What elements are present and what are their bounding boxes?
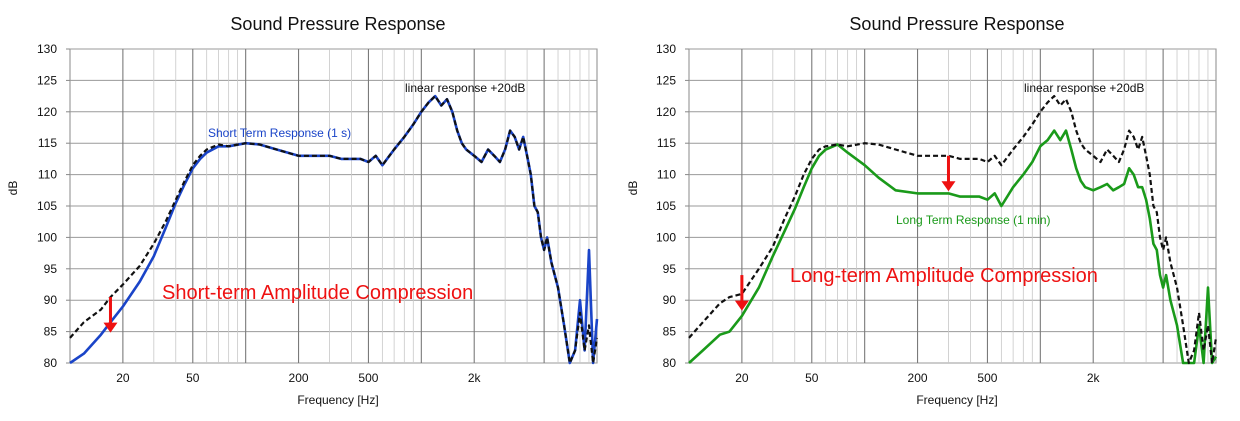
arrow-head bbox=[734, 300, 749, 311]
series-group bbox=[688, 95, 1218, 365]
x-tick-label: 500 bbox=[977, 371, 997, 385]
y-tick-label: 90 bbox=[44, 293, 58, 307]
arrow-head bbox=[941, 181, 956, 192]
series-line-long-term bbox=[688, 129, 1218, 365]
grid-lines bbox=[689, 48, 1216, 364]
y-tick-label: 110 bbox=[657, 168, 676, 182]
x-tick-label: 200 bbox=[908, 371, 928, 385]
y-tick-label: 90 bbox=[663, 293, 677, 307]
chart-short-term: Sound Pressure Response 80 85 90 95 100 105 11… bbox=[6, 14, 599, 407]
arrows-group bbox=[103, 297, 118, 333]
x-axis-ticks: 20 50 200 500 2k bbox=[735, 371, 1100, 385]
y-tick-label: 115 bbox=[657, 136, 676, 150]
series-group bbox=[69, 94, 599, 365]
x-axis-ticks: 20 50 200 500 2k bbox=[116, 371, 481, 385]
y-axis-ticks: 80 85 90 95 100 105 110 115 120 125 130 bbox=[656, 42, 689, 370]
annotation-linear-response: linear response +20dB bbox=[1024, 81, 1144, 95]
x-tick-label: 2k bbox=[468, 371, 482, 385]
grid-lines bbox=[70, 48, 597, 364]
x-tick-label: 50 bbox=[186, 371, 200, 385]
annotation-long-term-response: Long Term Response (1 min) bbox=[896, 213, 1051, 227]
annotation-short-term-response: Short Term Response (1 s) bbox=[208, 126, 351, 140]
x-tick-label: 200 bbox=[289, 371, 309, 385]
y-tick-label: 100 bbox=[656, 230, 676, 244]
x-axis-label: Frequency [Hz] bbox=[916, 393, 997, 407]
y-tick-label: 125 bbox=[37, 73, 57, 87]
x-tick-label: 20 bbox=[735, 371, 749, 385]
y-tick-label: 120 bbox=[37, 105, 57, 119]
y-tick-label: 120 bbox=[656, 105, 676, 119]
series-line-linear-response bbox=[688, 95, 1218, 365]
x-tick-label: 20 bbox=[116, 371, 130, 385]
chart-title: Sound Pressure Response bbox=[230, 14, 445, 34]
series-line-linear-response bbox=[69, 95, 599, 365]
x-tick-label: 50 bbox=[805, 371, 819, 385]
y-tick-label: 85 bbox=[663, 325, 677, 339]
x-tick-label: 500 bbox=[358, 371, 378, 385]
y-axis-label: dB bbox=[626, 181, 640, 196]
arrows-group bbox=[734, 155, 956, 311]
annotation-short-term-compression: Short-term Amplitude Compression bbox=[162, 282, 473, 304]
x-axis-label: Frequency [Hz] bbox=[297, 393, 378, 407]
y-tick-label: 85 bbox=[44, 325, 58, 339]
y-tick-label: 80 bbox=[663, 356, 677, 370]
y-tick-label: 110 bbox=[38, 168, 57, 182]
y-tick-label: 105 bbox=[656, 199, 676, 213]
y-tick-label: 130 bbox=[37, 42, 57, 56]
y-tick-label: 105 bbox=[37, 199, 57, 213]
y-axis-label: dB bbox=[6, 181, 20, 196]
y-tick-label: 95 bbox=[663, 262, 677, 276]
x-tick-label: 2k bbox=[1087, 371, 1101, 385]
y-tick-label: 80 bbox=[44, 356, 58, 370]
annotation-linear-response: linear response +20dB bbox=[405, 81, 525, 95]
y-tick-label: 100 bbox=[37, 230, 57, 244]
y-tick-label: 125 bbox=[656, 73, 676, 87]
y-tick-label: 115 bbox=[38, 136, 57, 150]
arrow-head bbox=[103, 322, 118, 333]
y-tick-label: 95 bbox=[44, 262, 58, 276]
annotation-long-term-compression: Long-term Amplitude Compression bbox=[790, 265, 1098, 287]
y-tick-label: 130 bbox=[656, 42, 676, 56]
chart-long-term: Sound Pressure Response 80 85 90 95 100 105 11… bbox=[626, 14, 1218, 407]
y-axis-ticks: 80 85 90 95 100 105 110 115 120 125 130 bbox=[37, 42, 70, 370]
chart-title: Sound Pressure Response bbox=[849, 14, 1064, 34]
